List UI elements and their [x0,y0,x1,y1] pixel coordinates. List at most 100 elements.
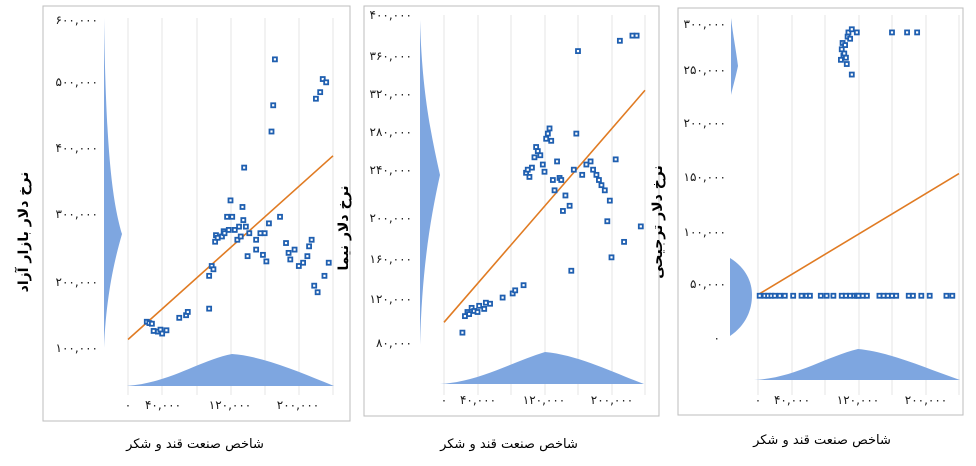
panel-2-point-31 [554,158,560,165]
panel-2-point-46 [596,177,602,183]
panel-3-y-tick-100000: ۱۰۰,۰۰۰ [684,225,727,239]
panel-3-point-31 [943,292,950,299]
panel-3-y-density-upper [731,18,738,95]
panel-2-point-17 [526,174,533,180]
panel-3-point-12 [823,292,830,299]
panel-1-point-20 [221,230,228,237]
panel-3-point-40 [843,61,850,67]
panel-2-point-50 [606,197,613,204]
panel-1-point-35 [253,246,260,253]
panel-1-point-59 [319,76,326,82]
panel-3-point-11 [817,292,824,299]
panel-3-point-0 [756,292,763,299]
panel-2-point-51 [608,254,615,261]
panel-3-point-13 [830,292,837,299]
panel-3-trendline [757,172,960,296]
panel-3-point-8 [798,292,805,299]
panel-1-point-28 [237,233,244,240]
panel-1-point-60 [321,272,328,279]
panel-3-x-tick-0: ۰ [755,393,761,407]
panel-2-point-11 [499,294,506,301]
panel-3-point-29 [918,292,925,299]
panel-2-point-30 [551,187,558,194]
panel-1-point-27 [236,223,242,230]
panel-1-point-44 [272,56,278,63]
panel-2-point-10 [487,300,493,307]
panel-3-y-axis-label: نرخ دلار ترجیحی [650,165,666,279]
panel-1-y-tick-600000: ۶۰۰,۰۰۰ [56,13,99,27]
panel-3-point-38 [842,42,848,48]
panel-2-y-tick-280000: ۲۸۰,۰۰۰ [370,125,413,139]
panel-2-point-26 [544,130,551,137]
panel-3-point-45 [848,26,855,33]
panel-1-point-48 [287,256,294,263]
panel-3-x-tick-120000: ۱۲۰,۰۰۰ [837,393,880,407]
panel-1-x-density [126,354,334,386]
panel-3-x-tick-40000: ۴۰,۰۰۰ [774,393,810,407]
panel-2-y-tick-80000: ۸۰,۰۰۰ [376,336,412,350]
panel-2-y-tick-120000: ۱۲۰,۰۰۰ [370,292,413,306]
panel-1-x-tick-40000: ۴۰,۰۰۰ [145,398,181,412]
panel-2-y-tick-160000: ۱۶۰,۰۰۰ [370,252,413,266]
panel-1-x-tick-120000: ۱۲۰,۰۰۰ [209,398,252,412]
panel-2-trendline [443,89,646,323]
panel-2-point-39 [573,130,580,137]
panel-2-point-24 [541,168,548,175]
panel-1-point-10 [184,309,191,315]
panel-2-points [459,32,644,336]
panel-3-point-48 [904,29,910,36]
panel-2-point-0 [459,329,466,336]
panel-1-point-43 [270,102,277,109]
panel-1-point-32 [242,223,249,230]
panel-1-point-12 [206,272,213,279]
panel-3-point-4 [771,292,778,299]
panel-2-point-33 [558,177,565,183]
panel-1-point-62 [325,259,332,266]
panel-1-point-23 [227,197,234,204]
panel-3-point-43 [847,35,854,42]
panel-3-x-tick-200000: ۲۰۰,۰۰۰ [905,393,948,407]
panel-3-point-42 [845,29,852,36]
panel-1-point-7 [163,327,170,334]
panel-1-point-25 [231,227,238,233]
panel-2-point-28 [548,137,555,144]
panel-3-points [756,26,956,299]
panel-3-x-density [754,349,960,380]
panel-2-x-tick-120000: ۱۲۰,۰۰۰ [523,393,566,407]
panel-2-point-19 [531,154,538,161]
panel-3-point-39 [843,54,849,61]
panel-3-point-6 [781,292,788,299]
panel-2-point-37 [568,267,575,274]
panel-2-x-tick-40000: ۴۰,۰۰۰ [460,393,496,407]
panel-3-gridlines [757,15,960,395]
panel-2-point-6 [474,309,481,315]
panel-1-point-49 [291,246,298,253]
panel-3-point-30 [926,292,933,299]
panel-2-point-44 [590,166,596,173]
panel-1-point-41 [266,220,272,227]
panel-3-y-tick-150000: ۱۵۰,۰۰۰ [684,170,727,184]
panel-3-y-tick-50000: ۵۰,۰۰۰ [690,277,726,291]
panel-1-point-21 [224,213,230,220]
panel-1-point-24 [229,213,236,220]
panel-1-y-density [104,18,122,348]
panel-2-y-tick-320000: ۳۲۰,۰۰۰ [370,87,413,101]
panel-3-y-tick-300000: ۳۰۰,۰۰۰ [684,17,727,31]
panel-1-point-45 [277,213,283,220]
panel-2-point-8 [481,306,488,312]
panel-1-point-50 [295,263,302,269]
panel-3-y-tick-0: ۰ [714,331,720,345]
panel-3: ۳۰۰,۰۰۰ ۲۵۰,۰۰۰ ۲۰۰,۰۰۰ ۱۵۰,۰۰۰ ۱۰۰,۰۰۰ … [650,7,964,416]
panel-2-point-38 [570,166,577,173]
panel-2-point-52 [612,156,619,163]
panel-1-point-6 [159,330,166,337]
panel-2-point-47 [598,182,605,189]
panel-1-point-29 [239,204,246,210]
panel-1-point-39 [261,230,268,237]
panel-1-point-57 [314,289,321,296]
panel-1-point-26 [234,236,241,243]
panel-2-x-density [440,352,644,384]
panel-2-point-22 [537,152,544,159]
panel-3-point-28 [910,292,916,299]
panel-1: ۶۰۰,۰۰۰ ۵۰۰,۰۰۰ ۴۰۰,۰۰۰ ۳۰۰,۰۰۰ ۲۰۰,۰۰۰ … [14,5,351,422]
